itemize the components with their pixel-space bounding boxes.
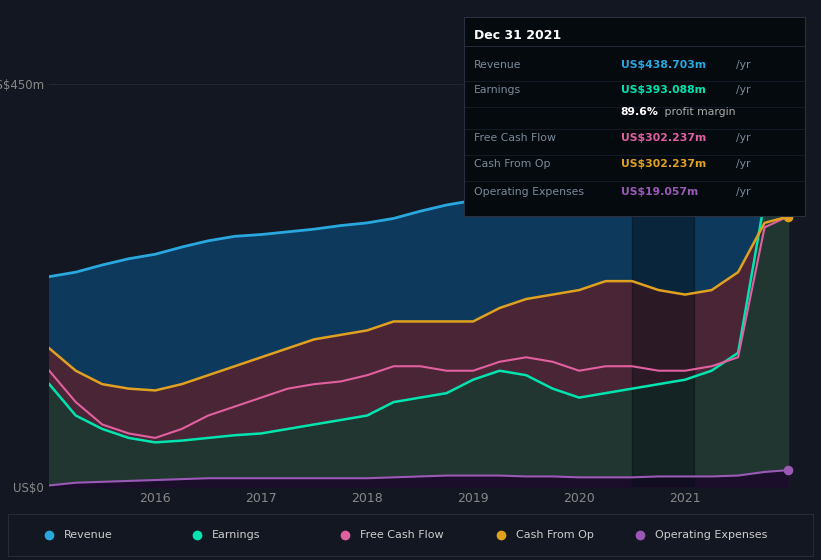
Point — [782, 466, 795, 475]
Point — [782, 90, 795, 99]
Text: US$438.703m: US$438.703m — [621, 59, 706, 69]
Text: Revenue: Revenue — [474, 59, 521, 69]
Text: Free Cash Flow: Free Cash Flow — [474, 133, 556, 143]
Text: Dec 31 2021: Dec 31 2021 — [474, 29, 562, 42]
Point — [782, 212, 795, 221]
Text: Earnings: Earnings — [474, 85, 521, 95]
Text: Revenue: Revenue — [64, 530, 112, 540]
Text: US$19.057m: US$19.057m — [621, 186, 698, 197]
Text: /yr: /yr — [736, 85, 751, 95]
Text: /yr: /yr — [736, 186, 751, 197]
Text: Free Cash Flow: Free Cash Flow — [360, 530, 443, 540]
Text: Cash From Op: Cash From Op — [516, 530, 594, 540]
Bar — [632, 84, 694, 487]
Text: US$302.237m: US$302.237m — [621, 159, 706, 169]
Point — [782, 130, 795, 139]
Text: /yr: /yr — [736, 59, 751, 69]
Text: 89.6%: 89.6% — [621, 107, 658, 117]
Text: US$302.237m: US$302.237m — [621, 133, 706, 143]
Text: Cash From Op: Cash From Op — [474, 159, 551, 169]
Text: Operating Expenses: Operating Expenses — [655, 530, 768, 540]
Text: /yr: /yr — [736, 133, 751, 143]
Text: Operating Expenses: Operating Expenses — [474, 186, 584, 197]
Text: /yr: /yr — [736, 159, 751, 169]
Text: US$393.088m: US$393.088m — [621, 85, 705, 95]
Text: Earnings: Earnings — [212, 530, 260, 540]
Text: profit margin: profit margin — [662, 107, 736, 117]
